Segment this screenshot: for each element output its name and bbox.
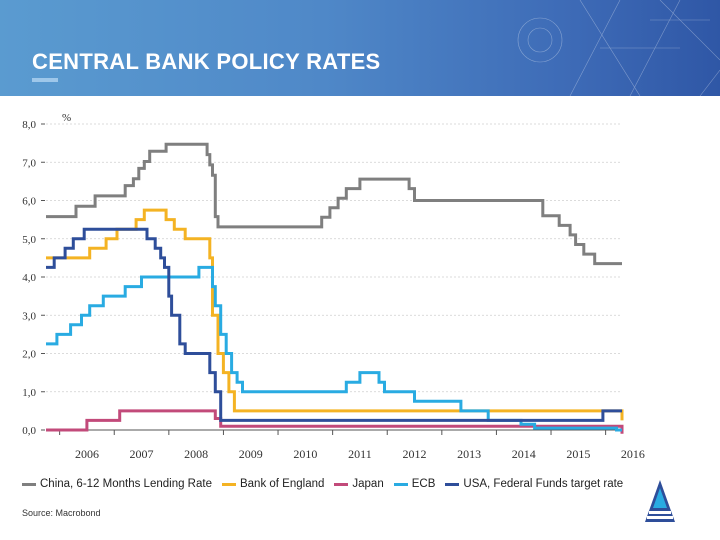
- y-tick-label: 8,0: [22, 119, 36, 131]
- series-line: [46, 265, 622, 432]
- legend-label: USA, Federal Funds target rate: [463, 478, 624, 490]
- y-tick-label: 0,0: [22, 425, 36, 437]
- x-tick-label: 2008: [184, 447, 208, 461]
- y-tick-label: 2,0: [22, 349, 36, 361]
- source-note: Source: Macrobond: [22, 508, 101, 518]
- y-tick-label: 5,0: [22, 234, 36, 246]
- legend-swatch: [22, 482, 36, 486]
- page-title: CENTRAL BANK POLICY RATES: [32, 49, 381, 74]
- x-tick-label: 2012: [403, 447, 427, 461]
- series-line: [46, 227, 622, 422]
- legend-swatch: [221, 482, 236, 486]
- chart-legend: China, 6-12 Months Lending Rate Bank of …: [22, 478, 623, 490]
- y-tick-label: 7,0: [22, 157, 36, 169]
- y-tick-label: 1,0: [22, 387, 36, 399]
- legend-item-japan: Japan: [334, 478, 384, 490]
- x-tick-label: 2011: [348, 447, 372, 461]
- x-tick-label: 2006: [75, 447, 99, 461]
- legend-label: Japan: [352, 478, 384, 490]
- y-tick-label: 3,0: [22, 310, 36, 322]
- x-tick-label: 2007: [130, 447, 154, 461]
- legend-swatch: [393, 482, 408, 486]
- x-tick-label: 2016: [621, 447, 645, 461]
- brand-logo-icon: [645, 480, 675, 522]
- y-tick-label: 4,0: [22, 272, 36, 284]
- legend-swatch: [445, 482, 460, 486]
- series-line: [46, 208, 624, 421]
- legend-item-usa: USA, Federal Funds target rate: [445, 478, 623, 490]
- x-tick-label: 2010: [293, 447, 317, 461]
- series-line: [46, 142, 622, 266]
- x-tick-label: 2015: [566, 447, 590, 461]
- x-tick-label: 2013: [457, 447, 481, 461]
- series-line: [46, 409, 624, 434]
- x-tick-label: 2009: [239, 447, 263, 461]
- legend-item-china: China, 6-12 Months Lending Rate: [22, 478, 212, 490]
- legend-item-boe: Bank of England: [221, 478, 325, 490]
- x-tick-label: 2014: [512, 447, 536, 461]
- legend-label: ECB: [411, 478, 436, 490]
- legend-swatch: [334, 482, 349, 486]
- decorative-pattern-icon: [517, 0, 720, 96]
- title-accent-bar: [32, 78, 58, 82]
- legend-label: China, 6-12 Months Lending Rate: [40, 478, 212, 490]
- header-banner: CENTRAL BANK POLICY RATES: [0, 0, 720, 96]
- y-tick-label: 6,0: [22, 196, 36, 208]
- policy-rates-chart: 8,0 7,0 6,0 5,0 4,0 3,0 2,0 1,0 0,0% 2006 2007 2008…: [22, 112, 645, 461]
- legend-label: Bank of England: [239, 478, 325, 490]
- legend-item-ecb: ECB: [393, 478, 436, 490]
- y-axis-unit-label: %: [62, 112, 71, 124]
